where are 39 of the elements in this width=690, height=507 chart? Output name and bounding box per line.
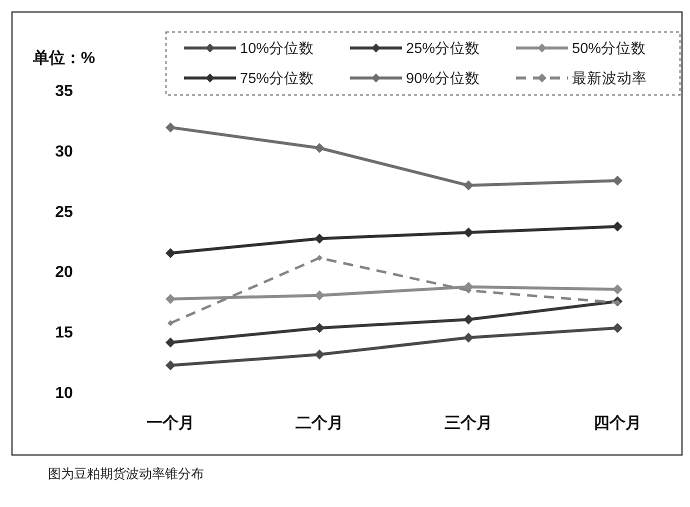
point	[464, 180, 474, 190]
legend-label: 最新波动率	[572, 70, 647, 87]
x-tick-label: 一个月	[146, 414, 194, 432]
y-tick-label: 20	[55, 264, 73, 282]
point	[464, 314, 474, 325]
point	[166, 294, 176, 304]
point	[166, 122, 176, 132]
point	[166, 337, 176, 348]
legend-label: 90%分位数	[406, 70, 480, 87]
point	[466, 288, 472, 294]
point	[168, 320, 174, 326]
y-axis-title: 单位：%	[32, 49, 96, 67]
x-tick-label: 四个月	[594, 414, 642, 432]
point	[316, 254, 322, 261]
point	[166, 360, 176, 370]
point	[166, 248, 176, 258]
legend-label: 10%分位数	[240, 40, 314, 57]
point	[314, 322, 324, 333]
legend-label: 75%分位数	[240, 70, 314, 87]
point	[612, 222, 622, 232]
y-tick-label: 10	[55, 385, 73, 402]
point	[314, 350, 324, 360]
text: 图为豆粕期货波动率锥分布	[48, 466, 204, 481]
legend-label: 50%分位数	[572, 40, 646, 57]
y-tick-label: 15	[55, 324, 73, 342]
point	[314, 142, 324, 153]
x-tick-label: 二个月	[296, 414, 344, 432]
y-tick-label: 30	[55, 143, 73, 160]
x-tick-label: 三个月	[444, 414, 492, 432]
point	[314, 234, 324, 244]
point	[612, 176, 622, 186]
point	[464, 332, 474, 343]
y-tick-label: 35	[55, 83, 73, 100]
point	[612, 284, 622, 294]
y-tick-label: 25	[55, 204, 73, 221]
legend-label: 25%分位数	[406, 40, 480, 57]
point	[612, 322, 622, 333]
point	[314, 290, 324, 300]
point	[464, 228, 474, 238]
